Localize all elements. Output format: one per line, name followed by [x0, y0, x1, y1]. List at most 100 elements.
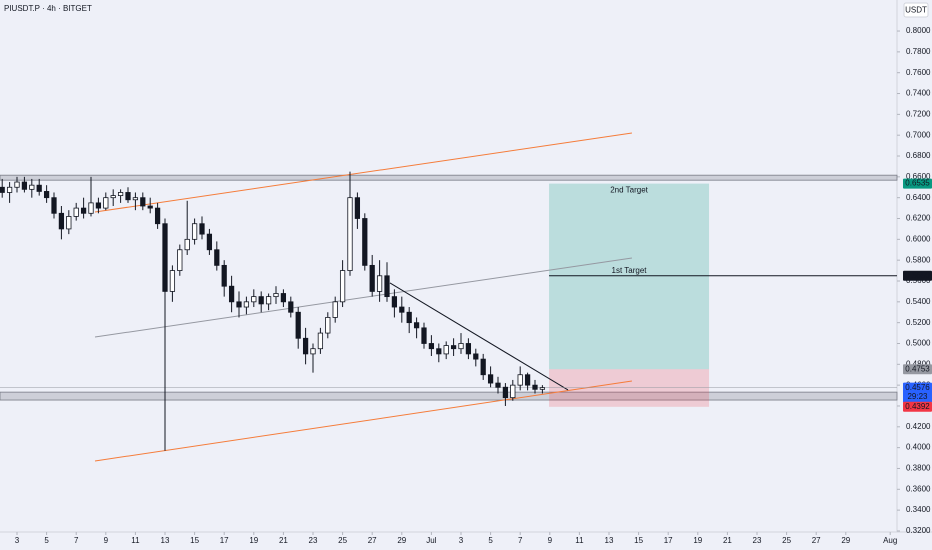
x-tick-label: 15	[190, 536, 199, 545]
candle-body	[510, 384, 516, 399]
price-label: 0.4392	[905, 402, 930, 411]
x-tick-label: 3	[459, 536, 464, 545]
x-tick-label: 5	[44, 536, 49, 545]
candle-body	[458, 343, 464, 350]
x-tick-label: 5	[488, 536, 493, 545]
target-label: 2nd Target	[610, 186, 648, 195]
candle-body	[95, 202, 102, 209]
profit-zone	[549, 183, 710, 370]
x-tick-label: 15	[634, 536, 643, 545]
price-label: 0.5650	[905, 271, 930, 280]
candle-body	[480, 358, 486, 376]
candle-body	[280, 293, 287, 303]
candle-body	[177, 249, 183, 271]
x-tick-label: 13	[161, 536, 170, 545]
trend-line	[94, 132, 633, 213]
y-tick-label: 0.5400	[906, 297, 931, 306]
candle-body	[391, 296, 398, 308]
x-tick-label: 23	[753, 536, 762, 545]
candle-body	[487, 374, 494, 384]
trend-line	[94, 257, 633, 338]
y-tick-label: 0.4000	[906, 443, 931, 452]
candle-body	[88, 202, 94, 214]
candle-body	[295, 311, 301, 339]
x-tick-label: 7	[518, 536, 523, 545]
y-tick-label: 0.5000	[906, 339, 931, 348]
candle-body	[110, 195, 116, 199]
y-tick-label: 0.6200	[906, 214, 931, 223]
candle-body	[66, 216, 72, 230]
candle-body	[443, 345, 449, 355]
candle-body	[317, 332, 324, 350]
candle-body	[117, 192, 124, 196]
x-tick-label: 27	[812, 536, 821, 545]
candle-body	[406, 311, 412, 324]
candle-body	[302, 337, 309, 355]
candle-body	[73, 207, 79, 217]
x-tick-label: 11	[131, 536, 140, 545]
countdown: 29:23	[907, 392, 928, 401]
candle-body	[214, 249, 220, 266]
candle-body	[339, 270, 346, 303]
candle-body	[384, 275, 390, 298]
candle-body	[162, 223, 168, 292]
candle-body	[428, 343, 435, 350]
candle-body	[369, 264, 375, 292]
candle-body	[258, 296, 264, 305]
price-label-box	[903, 178, 932, 189]
candle-body	[132, 197, 139, 201]
price-label: 0.6535	[905, 179, 930, 188]
y-tick-label: 0.4200	[906, 422, 931, 431]
candle-body	[354, 197, 361, 219]
y-tick-label: 0.7400	[906, 89, 931, 98]
candle-body	[450, 345, 457, 350]
candle-body	[532, 384, 538, 390]
y-tick-label: 0.3400	[906, 505, 931, 514]
candle-body	[221, 264, 227, 287]
candle-body	[347, 197, 353, 271]
candle-body	[251, 296, 257, 303]
candle-body	[265, 296, 272, 305]
currency[interactable]: USDT	[905, 6, 927, 15]
x-tick-label: 29	[397, 536, 406, 545]
candle-body	[36, 184, 42, 192]
candle-body	[502, 386, 509, 399]
candle-body	[325, 317, 331, 334]
currency-box[interactable]	[903, 2, 929, 18]
y-tick-label: 0.6000	[906, 234, 931, 243]
x-tick-label: 13	[605, 536, 614, 545]
candle-body	[191, 223, 198, 240]
y-tick-label: 0.3800	[906, 464, 931, 473]
candle-body	[103, 197, 109, 209]
candle-body	[206, 233, 213, 251]
candle-body	[524, 374, 531, 386]
x-tick-label: 21	[723, 536, 732, 545]
x-tick-label: 25	[338, 536, 347, 545]
candle-body	[288, 301, 294, 313]
price-label-box	[903, 364, 932, 375]
candle-body	[199, 223, 205, 235]
x-tick-label: 23	[309, 536, 318, 545]
candle-body	[332, 301, 338, 318]
candle-body	[154, 207, 161, 225]
candle-body	[58, 212, 65, 230]
y-tick-label: 0.4800	[906, 359, 931, 368]
price-label: 0.4576	[905, 383, 930, 392]
candle-body	[473, 353, 479, 360]
price-label-box	[903, 401, 932, 412]
candle-body	[147, 205, 153, 209]
x-tick-label: 9	[548, 536, 553, 545]
candle-body	[465, 343, 472, 355]
candle-body	[228, 285, 235, 303]
candle-body	[6, 186, 13, 193]
candle-body	[376, 275, 383, 292]
candle-body	[539, 387, 546, 390]
x-tick-label: 29	[841, 536, 850, 545]
mid-target-label: 1st Target	[612, 266, 648, 275]
x-tick-label: 27	[368, 536, 377, 545]
y-tick-label: 0.7600	[906, 68, 931, 77]
chart-title: PIUSDT.P · 4h · BITGET	[4, 4, 92, 13]
candle-body	[236, 301, 242, 308]
candle-body	[517, 374, 523, 386]
